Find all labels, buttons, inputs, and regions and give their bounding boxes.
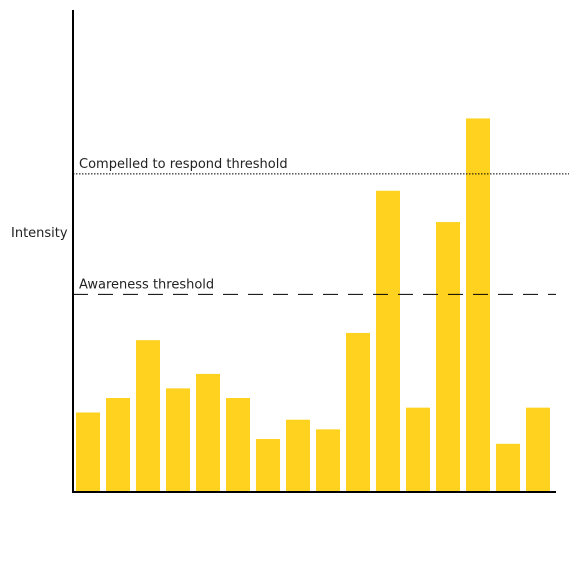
bar-13 bbox=[436, 222, 460, 492]
bar-7 bbox=[256, 438, 280, 492]
bar-6 bbox=[226, 398, 250, 492]
bar-3 bbox=[136, 340, 160, 492]
y-axis-label: Intensity bbox=[11, 226, 68, 241]
bar-2 bbox=[106, 398, 130, 492]
bar-11 bbox=[376, 190, 400, 492]
bar-16 bbox=[526, 407, 550, 492]
bar-14 bbox=[466, 118, 490, 492]
bar-9 bbox=[316, 429, 340, 492]
bar-1 bbox=[76, 412, 100, 492]
threshold-label-1: Compelled to respond threshold bbox=[79, 157, 288, 172]
bar-8 bbox=[286, 419, 310, 492]
bar-15 bbox=[496, 443, 520, 492]
bar-12 bbox=[406, 407, 430, 492]
thresholds-group: Compelled to respond threshold Awareness … bbox=[73, 157, 569, 295]
bar-4 bbox=[166, 388, 190, 492]
bars-group bbox=[76, 118, 550, 492]
bar-5 bbox=[196, 373, 220, 492]
bar-10 bbox=[346, 332, 370, 492]
threshold-label-2: Awareness threshold bbox=[79, 277, 214, 292]
